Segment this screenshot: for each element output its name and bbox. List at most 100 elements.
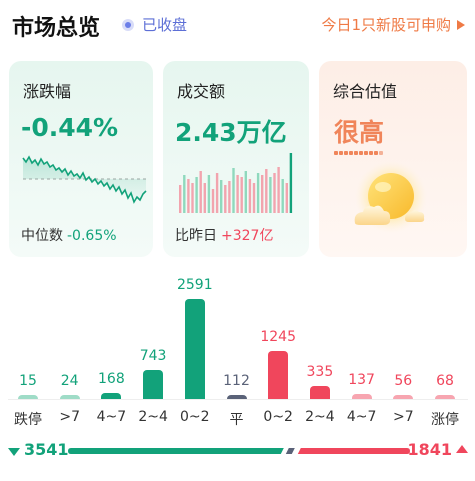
volume-bar: [215, 173, 219, 213]
distribution-bar: [18, 395, 38, 399]
header: 市场总览 已收盘 今日1只新股可申购: [12, 10, 465, 41]
ipo-link-label[interactable]: 今日1只新股可申购: [321, 16, 451, 34]
distribution-value: 743: [139, 348, 167, 364]
distribution-category: 跌停: [14, 412, 42, 428]
volume-bar: [269, 177, 272, 213]
distribution-category: >7: [392, 409, 414, 425]
distribution-category: 0~2: [180, 409, 210, 425]
volume-card[interactable]: 成交额 2.43万亿 比昨日 +327亿: [163, 61, 309, 257]
distribution-value: 56: [394, 373, 413, 389]
distribution-value: 335: [306, 364, 334, 380]
change-card[interactable]: 涨跌幅 -0.44% 中位数 -0.65%: [9, 61, 153, 257]
volume-bar: [195, 177, 198, 213]
volume-bar: [248, 179, 252, 213]
vs-yesterday-label: 比昨日: [175, 228, 217, 244]
up-down-ratio: 3541 1841: [8, 440, 468, 462]
volume-bar: [285, 183, 288, 213]
advancers-count: 1841: [407, 440, 468, 459]
sun-weather-icon: [354, 161, 427, 233]
play-arrow-icon: [457, 19, 465, 30]
distribution-bar: [226, 395, 247, 399]
volume-bar: [244, 171, 247, 213]
volume-bar: [252, 183, 256, 213]
volume-bars-chart: [179, 153, 293, 213]
distribution-bar: [59, 395, 80, 399]
ipo-link[interactable]: 今日1只新股可申购: [321, 14, 465, 35]
volume-bar: [265, 169, 268, 213]
index-sparkline: [22, 155, 147, 204]
volume-bar: [277, 167, 280, 213]
distribution-value: 137: [348, 372, 375, 388]
distribution-value: 1245: [260, 329, 296, 345]
status-dot-icon: [122, 18, 134, 31]
arrow-up-icon: [456, 444, 468, 453]
volume-bar: [224, 185, 227, 213]
volume-bar: [191, 183, 194, 213]
distribution-category: 2~4: [138, 409, 168, 425]
distribution-value: 112: [223, 373, 250, 389]
decliners-value: 3541: [24, 440, 69, 459]
distribution-bar: [393, 395, 414, 399]
distribution-bar: [309, 386, 330, 399]
distribution-value: 168: [98, 371, 125, 387]
advancers-value: 1841: [407, 440, 452, 459]
valuation-card-label: 综合估值: [333, 82, 398, 101]
distribution-bar: [351, 394, 372, 399]
volume-bar: [281, 179, 284, 213]
distribution-bar: [184, 299, 205, 399]
volume-bar: [232, 168, 235, 213]
volume-bar: [261, 175, 264, 213]
status-label: 已收盘: [142, 16, 188, 34]
valuation-card[interactable]: 综合估值 很高: [319, 61, 467, 257]
median-value: -0.65%: [67, 228, 117, 244]
volume-bar: [203, 183, 206, 213]
valuation-card-value: 很高: [334, 118, 385, 147]
volume-bar: [228, 181, 231, 213]
valuation-level-bar: [334, 151, 383, 155]
volume-bar: [256, 173, 260, 213]
volume-bar: [187, 179, 190, 213]
distribution-bar: [143, 370, 164, 399]
volume-bar: [183, 175, 186, 213]
distribution-category: 4~7: [346, 409, 377, 425]
page-title: 市场总览: [12, 16, 101, 41]
median-label: 中位数: [21, 228, 63, 244]
distribution-value: 68: [436, 373, 454, 389]
volume-bar: [179, 185, 182, 213]
unchanged-segment: [285, 448, 295, 454]
arrow-down-icon: [8, 447, 20, 456]
volume-bar: [240, 177, 243, 213]
change-card-value: -0.44%: [21, 113, 119, 142]
volume-bar: [220, 180, 223, 213]
sparkline-area: [23, 157, 146, 202]
distribution-value: 24: [60, 373, 79, 389]
vs-yesterday-value: +327亿: [221, 228, 274, 244]
vs-yesterday-row: 比昨日 +327亿: [175, 225, 273, 245]
sparkline-line: [22, 155, 147, 204]
distribution-category: 平: [229, 412, 244, 428]
distribution-category: 涨停: [431, 412, 459, 428]
median-row: 中位数 -0.65%: [21, 225, 117, 245]
volume-bar: [273, 173, 276, 213]
distribution-bar: [268, 351, 289, 399]
volume-card-value: 2.43万亿: [175, 118, 287, 147]
volume-bar: [211, 189, 215, 213]
volume-bar: [236, 175, 239, 213]
distribution-bar: [101, 393, 122, 399]
distribution-value: 2591: [176, 277, 213, 293]
volume-card-label: 成交额: [177, 82, 226, 101]
chart-baseline: [8, 399, 468, 400]
distribution-category: >7: [59, 409, 80, 425]
advancers-segment: [297, 448, 410, 454]
market-status: 已收盘: [122, 14, 187, 35]
decliners-segment: [68, 448, 284, 454]
distribution-value: 15: [19, 373, 37, 389]
distribution-category: 4~7: [96, 409, 127, 425]
volume-bar: [207, 175, 211, 213]
volume-bar: [289, 153, 293, 213]
distribution-bar: [435, 395, 455, 399]
change-card-label: 涨跌幅: [23, 82, 72, 101]
volume-bar: [199, 171, 202, 213]
distribution-category: 2~4: [305, 409, 335, 425]
decliners-count: 3541: [8, 440, 69, 459]
